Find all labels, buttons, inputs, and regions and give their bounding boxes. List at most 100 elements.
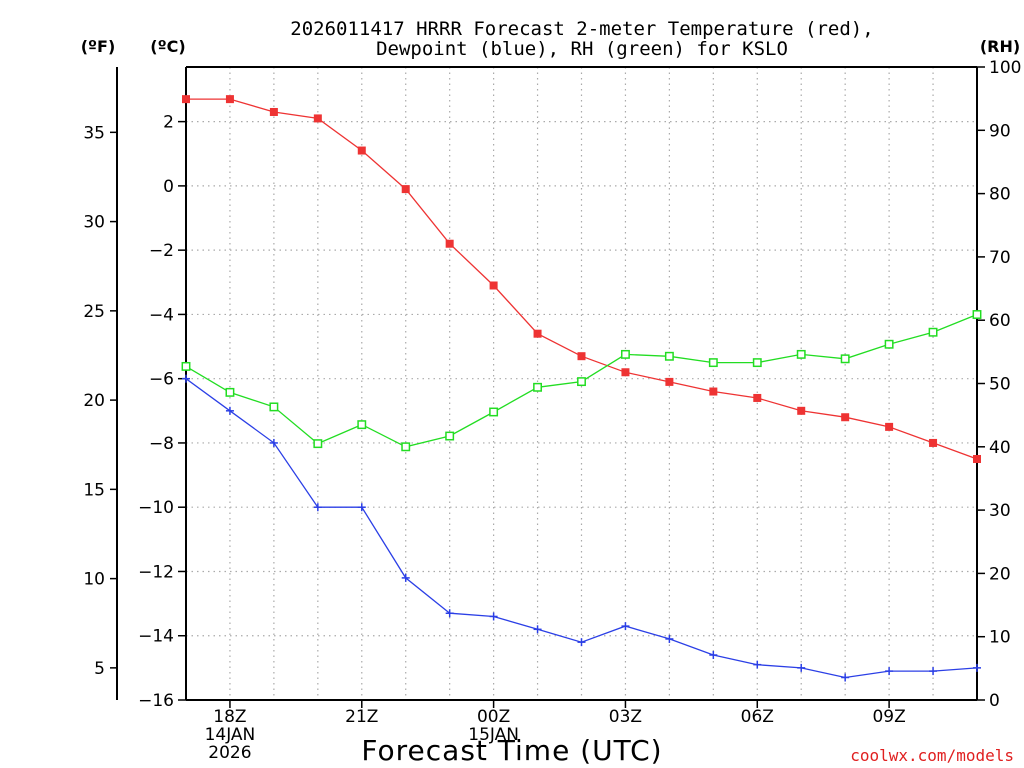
fahrenheit-tick-label: 30 <box>83 213 105 233</box>
rh-point <box>577 377 586 387</box>
dewpoint-point <box>885 667 894 676</box>
rh-tick-label: 30 <box>989 501 1011 521</box>
x-tick-label: 18Z <box>213 707 246 727</box>
fahrenheit-tick-label: 25 <box>83 302 105 322</box>
rh-tick-label: 0 <box>989 691 1000 711</box>
dewpoint-point <box>182 374 190 383</box>
credit-label: coolwx.com/models <box>850 746 1014 765</box>
temperature-point <box>709 387 718 396</box>
temperature-point <box>797 406 806 415</box>
rh-tick-label: 60 <box>989 311 1011 331</box>
fahrenheit-tick-label: 15 <box>83 480 105 500</box>
rh-point <box>181 361 191 371</box>
dewpoint-point <box>841 673 850 682</box>
dewpoint-point <box>225 406 234 415</box>
temperature-point <box>577 352 586 361</box>
rh-point <box>796 349 806 359</box>
data-series <box>181 95 982 682</box>
x-tick-label: 09Z <box>872 707 905 727</box>
rh-tick-label: 50 <box>989 375 1011 395</box>
rh-point <box>972 310 982 319</box>
temperature-series-line <box>186 98 978 460</box>
rh-point <box>445 431 455 441</box>
celsius-tick-label: −2 <box>149 241 174 261</box>
dewpoint-point <box>357 503 366 512</box>
temperature-point <box>401 185 410 194</box>
rh-tick-label: 70 <box>989 248 1011 268</box>
dewpoint-point <box>489 612 498 621</box>
rh-tick-label: 10 <box>989 628 1011 648</box>
celsius-tick-label: −16 <box>138 691 174 711</box>
dewpoint-point <box>929 667 938 676</box>
temperature-point <box>533 329 542 338</box>
axis-ticks: 20−2−4−6−8−10−12−14−16353025201510510090… <box>83 58 1021 763</box>
dewpoint-point <box>577 638 586 647</box>
celsius-tick-label: −10 <box>138 498 174 518</box>
chart-title-line2: Dewpoint (blue), RH (green) for KSLO <box>376 38 788 60</box>
temperature-point <box>313 114 322 123</box>
temperature-point <box>929 438 938 447</box>
celsius-unit-label: (ºC) <box>150 37 185 56</box>
dewpoint-point <box>797 663 806 672</box>
fahrenheit-unit-label: (ºF) <box>81 37 116 56</box>
temperature-point <box>753 393 762 402</box>
rh-point <box>313 439 323 449</box>
celsius-tick-label: −12 <box>138 562 174 582</box>
fahrenheit-tick-label: 20 <box>83 391 105 411</box>
x-tick-label: 2026 <box>208 743 251 763</box>
chart-title-line1: 2026011417 HRRR Forecast 2-meter Tempera… <box>290 18 873 40</box>
rh-tick-label: 40 <box>989 438 1011 458</box>
celsius-tick-label: 2 <box>163 113 174 133</box>
dewpoint-point <box>973 663 981 672</box>
temperature-point <box>885 422 894 431</box>
celsius-tick-label: 0 <box>163 177 174 197</box>
temperature-point <box>357 146 366 155</box>
axes <box>116 66 978 701</box>
dewpoint-point <box>533 625 542 634</box>
rh-point <box>489 407 499 417</box>
rh-point <box>708 358 718 368</box>
x-tick-label: 00Z <box>477 707 510 727</box>
x-tick-label: 14JAN <box>205 725 256 745</box>
fahrenheit-tick-label: 10 <box>83 570 105 590</box>
dewpoint-point <box>621 622 630 631</box>
dewpoint-point <box>709 651 718 660</box>
rh-point <box>357 420 367 430</box>
rh-point <box>840 354 850 364</box>
celsius-tick-label: −6 <box>149 370 174 390</box>
rh-unit-label: (RH) <box>980 37 1020 56</box>
rh-tick-label: 20 <box>989 564 1011 584</box>
x-tick-label: 21Z <box>345 707 378 727</box>
celsius-tick-label: −8 <box>149 434 174 454</box>
rh-point <box>225 387 235 397</box>
temperature-point <box>841 413 850 422</box>
rh-point <box>401 442 411 452</box>
x-axis-label: Forecast Time (UTC) <box>361 734 662 767</box>
dewpoint-point <box>753 660 762 669</box>
fahrenheit-tick-label: 35 <box>83 123 105 143</box>
rh-tick-label: 90 <box>989 121 1011 141</box>
rh-point <box>884 339 894 349</box>
rh-tick-label: 80 <box>989 185 1011 205</box>
temperature-point <box>665 377 674 386</box>
dewpoint-point <box>401 573 410 582</box>
dewpoint-point <box>445 609 454 618</box>
x-tick-label: 15JAN <box>468 725 519 745</box>
rh-point <box>533 382 543 392</box>
rh-point <box>928 327 938 337</box>
rh-point <box>620 349 630 359</box>
dewpoint-point <box>269 438 278 447</box>
dewpoint-point <box>313 503 322 512</box>
fahrenheit-tick-label: 5 <box>94 659 105 679</box>
rh-point <box>752 358 762 368</box>
temperature-point <box>269 107 278 116</box>
rh-point <box>664 351 674 361</box>
dewpoint-point <box>665 634 674 643</box>
x-tick-label: 03Z <box>609 707 642 727</box>
x-tick-label: 06Z <box>741 707 774 727</box>
celsius-tick-label: −14 <box>138 627 174 647</box>
grid-lines <box>186 67 977 700</box>
temperature-point <box>973 455 981 464</box>
temperature-point <box>182 95 190 104</box>
temperature-point <box>445 239 454 248</box>
